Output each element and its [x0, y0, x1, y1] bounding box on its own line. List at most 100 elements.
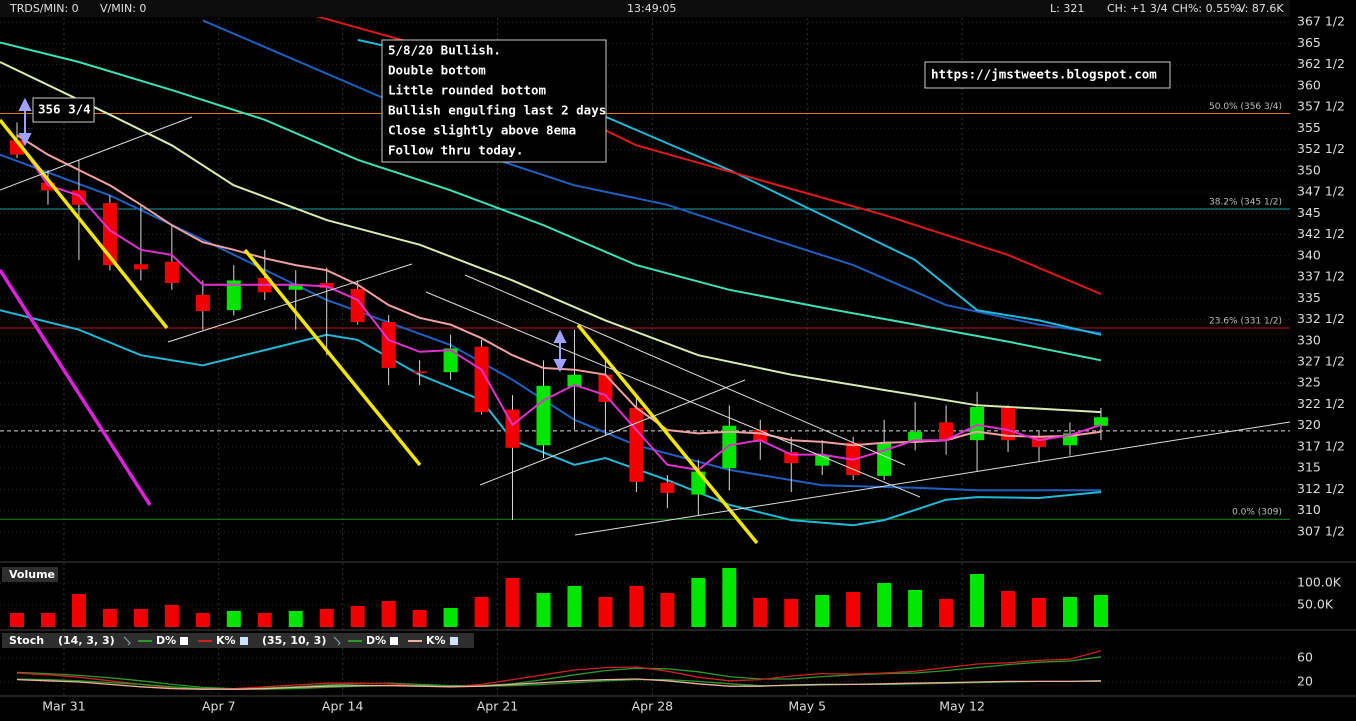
- volume-bar: [381, 600, 396, 627]
- trendline: [574, 421, 1291, 536]
- y-tick-label: 352 1/2: [1297, 141, 1345, 156]
- header-vmin: V/MIN: 0: [100, 2, 146, 15]
- candle-body: [412, 371, 427, 374]
- y-tick-label: 350: [1297, 162, 1321, 177]
- y-tick-label: 362 1/2: [1297, 56, 1345, 71]
- note-line: Bullish engulfing last 2 days: [388, 103, 606, 118]
- y-tick-label: 365: [1297, 35, 1321, 50]
- checkbox[interactable]: [180, 637, 188, 645]
- x-tick-label: Apr 21: [477, 699, 519, 714]
- y-tick-label: 50.0K: [1297, 596, 1334, 611]
- x-tick-label: May 5: [788, 699, 826, 714]
- volume-bar: [412, 610, 427, 627]
- volume-bar: [10, 613, 24, 627]
- y-tick-label: 337 1/2: [1297, 269, 1345, 284]
- stoch-legend: (14, 3, 3) D% K% (35, 10, 3) D% K%: [58, 634, 458, 647]
- trendline: [576, 323, 759, 545]
- trendline: [167, 263, 413, 343]
- candle-body: [164, 261, 179, 283]
- candle-body: [598, 374, 613, 402]
- url: https://jmstweets.blogspot.com: [931, 67, 1157, 82]
- x-tick-label: Apr 7: [202, 699, 236, 714]
- volume-title: Volume: [9, 568, 55, 581]
- stoch-title: Stoch: [9, 634, 44, 647]
- fib-level-label: 0.0% (309): [1232, 508, 1282, 518]
- y-tick-label: 307 1/2: [1297, 523, 1345, 538]
- y-tick-label: 317 1/2: [1297, 438, 1345, 453]
- candle-body: [102, 203, 117, 266]
- overlay-line: [0, 61, 1102, 414]
- arrow: [553, 329, 567, 373]
- volume-bar: [1001, 590, 1016, 627]
- icon: [123, 636, 131, 646]
- trendline: [0, 116, 193, 191]
- header-change-pct: CH%: 0.55%: [1172, 2, 1241, 15]
- candle-body: [722, 425, 737, 469]
- volume-bar: [1032, 597, 1047, 627]
- candle-body: [133, 264, 148, 270]
- candle-body: [753, 429, 768, 442]
- volume-bar: [102, 608, 117, 627]
- note-line: Little rounded bottom: [388, 83, 547, 98]
- trendline: [479, 379, 746, 486]
- header-trades: TRDS/MIN: 0: [9, 2, 79, 15]
- fib-level-label: 23.6% (331 1/2): [1209, 317, 1282, 327]
- y-tick-label: 60: [1297, 650, 1313, 665]
- candle-body: [536, 385, 551, 446]
- candle-body: [939, 422, 954, 441]
- legend-label: D%: [156, 634, 176, 647]
- volume-bar: [1062, 596, 1077, 627]
- trendline: [0, 269, 152, 506]
- volume-bar: [939, 599, 954, 627]
- overlay-line: [0, 41, 1102, 362]
- y-tick-label: 322 1/2: [1297, 396, 1345, 411]
- candle-body: [288, 283, 303, 290]
- overlay-line: [16, 139, 1102, 471]
- y-tick-label: 325: [1297, 375, 1321, 390]
- y-tick-label: 340: [1297, 247, 1321, 262]
- study-params: (35, 10, 3): [262, 634, 326, 647]
- volume-bar: [319, 608, 334, 627]
- checkbox[interactable]: [240, 637, 248, 645]
- header-last: L: 321: [1050, 2, 1084, 15]
- y-tick-label: 330: [1297, 332, 1321, 347]
- trendline: [0, 118, 169, 330]
- note: 5/8/20 Bullish. Double bottom Little round…: [388, 43, 606, 158]
- study-params: (14, 3, 3): [58, 634, 115, 647]
- volume-header: [2, 567, 58, 582]
- candle-body: [1093, 417, 1108, 426]
- volume-bar: [877, 582, 892, 627]
- volume-bar: [722, 567, 737, 627]
- volume-bar: [691, 577, 706, 627]
- candle-body: [815, 454, 830, 466]
- volume-bar: [567, 585, 582, 627]
- checkbox[interactable]: [450, 637, 458, 645]
- volume-bar: [288, 610, 303, 627]
- marker-box: [32, 97, 95, 123]
- volume-bar: [164, 604, 179, 627]
- candle-body: [629, 407, 644, 482]
- volume-bar: [784, 599, 799, 627]
- data-layer: 50.0% (356 3/4) 38.2% (345 1/2) 23.6% (331…: [0, 0, 1290, 690]
- legend-label: D%: [366, 634, 386, 647]
- x-tick-label: Apr 28: [632, 699, 674, 714]
- y-tick-label: 310: [1297, 502, 1321, 517]
- volume-bar: [598, 596, 613, 627]
- y-tick-label: 100.0K: [1297, 574, 1342, 589]
- note-box: [381, 39, 607, 163]
- candle-body: [784, 452, 799, 464]
- y-tick-label: 315: [1297, 460, 1321, 475]
- candle-body: [443, 348, 458, 373]
- stoch-header: [2, 633, 474, 648]
- stoch-line: [16, 656, 1102, 690]
- checkbox[interactable]: [390, 637, 398, 645]
- volume-bar: [660, 592, 675, 627]
- candle-body: [195, 294, 210, 312]
- volume-bar: [226, 610, 241, 627]
- header-change: CH: +1 3/4: [1107, 2, 1168, 15]
- y-tick-label: 320: [1297, 417, 1321, 432]
- candle-body: [877, 442, 892, 476]
- volume-bar: [350, 606, 365, 627]
